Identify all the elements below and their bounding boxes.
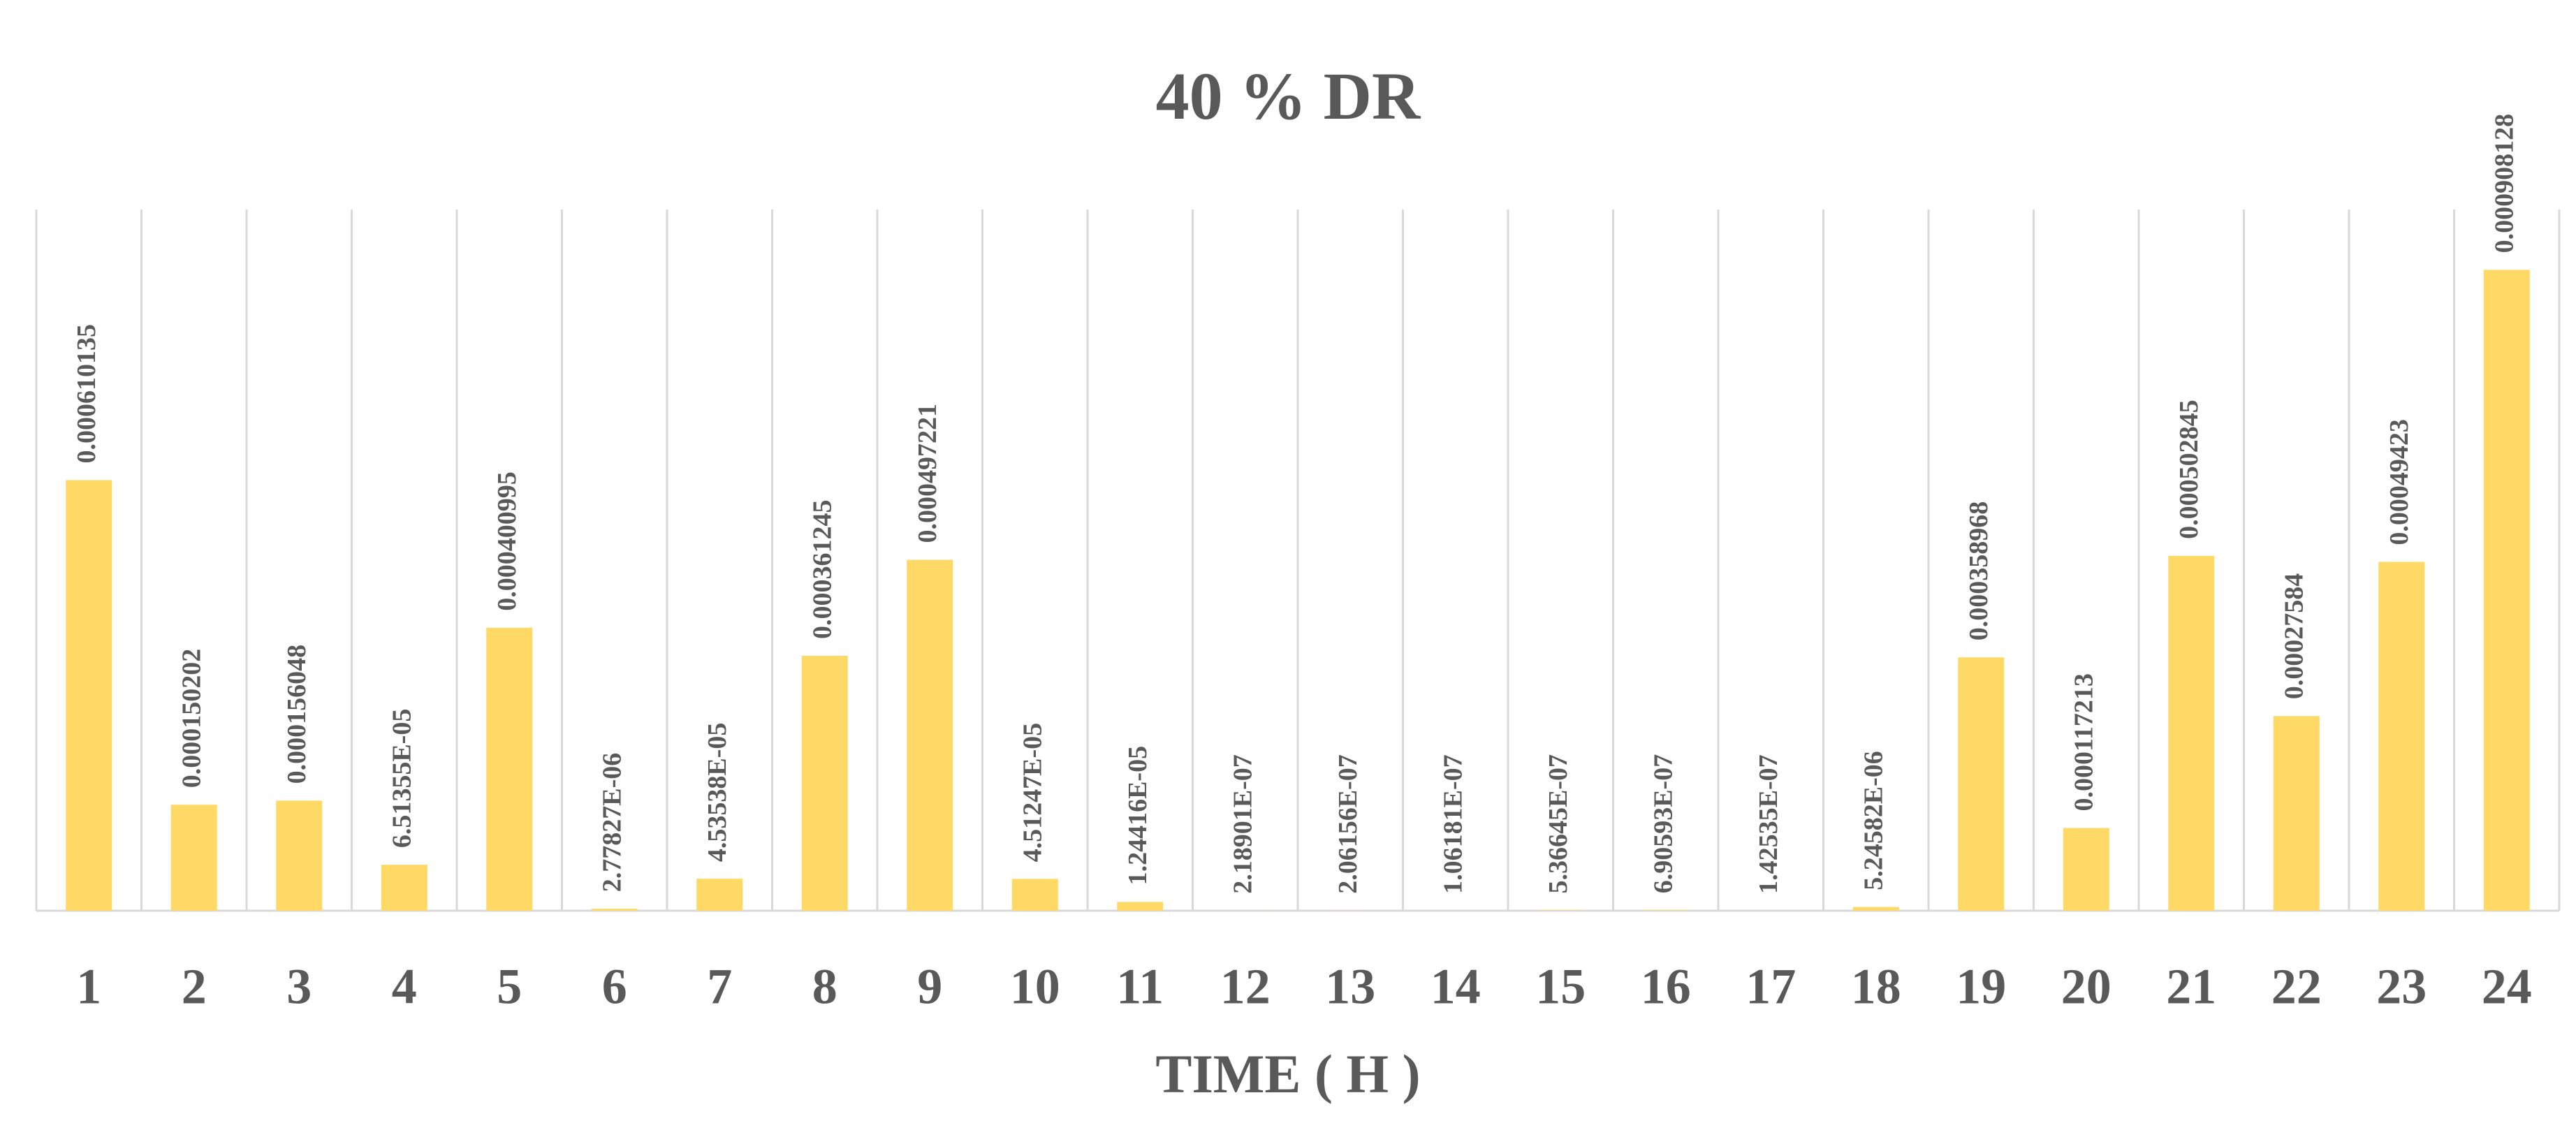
data-label: 0.000400995 (492, 471, 522, 611)
data-label: 0.000156048 (282, 645, 312, 784)
data-label: 6.90593E-07 (1648, 754, 1678, 894)
x-tick-label: 6 (602, 959, 627, 1015)
data-label: 2.77827E-06 (597, 753, 627, 893)
bar (696, 879, 743, 911)
x-tick-label: 8 (812, 959, 837, 1015)
x-tick-label: 3 (286, 959, 312, 1015)
bar (486, 627, 533, 911)
data-label: 5.24582E-06 (1859, 751, 1888, 890)
bar (2168, 555, 2215, 911)
bar (801, 655, 848, 911)
x-tick-label: 17 (1746, 959, 1796, 1015)
data-label: 0.00049423 (2385, 419, 2414, 545)
bar (1011, 879, 1058, 911)
bar (381, 865, 427, 911)
x-tick-label: 22 (2271, 959, 2322, 1015)
x-axis-title: TIME ( H ) (1155, 1043, 1420, 1104)
data-label: 1.42535E-07 (1754, 754, 1783, 894)
bar (2273, 716, 2320, 911)
data-label: 6.51355E-05 (387, 709, 416, 849)
x-tick-label: 16 (1641, 959, 1691, 1015)
bar (1537, 910, 1584, 911)
bar (591, 909, 638, 911)
data-label: 0.000610135 (72, 324, 101, 464)
bar (1852, 907, 1899, 911)
x-tick-label: 10 (1010, 959, 1060, 1015)
chart-title: 40 % DR (1156, 59, 1421, 133)
data-label: 2.06156E-07 (1333, 754, 1363, 894)
bar (66, 480, 112, 911)
x-tick-label: 14 (1430, 959, 1481, 1015)
bar (2063, 828, 2109, 911)
bar (1958, 657, 2005, 911)
x-tick-label: 21 (2166, 959, 2216, 1015)
data-label: 2.18901E-07 (1228, 754, 1257, 894)
x-tick-label: 11 (1116, 959, 1164, 1015)
bar (2378, 562, 2425, 911)
x-tick-label: 15 (1535, 959, 1586, 1015)
x-tick-label: 18 (1851, 959, 1901, 1015)
x-tick-label: 7 (707, 959, 732, 1015)
x-tick-label: 12 (1220, 959, 1271, 1015)
data-label: 0.000150202 (177, 649, 206, 788)
x-tick-label: 4 (392, 959, 417, 1015)
bar (170, 805, 217, 911)
data-label: 0.000502845 (2174, 399, 2204, 539)
bar (2483, 270, 2530, 911)
data-label: 4.51247E-05 (1018, 723, 1047, 863)
bar (1117, 902, 1164, 911)
data-label: 5.36645E-07 (1544, 754, 1573, 894)
x-tick-label: 24 (2482, 959, 2532, 1015)
bar (907, 559, 953, 911)
data-label: 0.000358968 (1964, 501, 1993, 641)
x-tick-label: 23 (2376, 959, 2427, 1015)
x-tick-label: 9 (917, 959, 942, 1015)
data-label: 4.53538E-05 (703, 723, 732, 863)
data-label: 0.000117213 (2069, 673, 2098, 811)
data-label: 1.24416E-05 (1123, 746, 1152, 886)
data-label: 1.06181E-07 (1438, 754, 1468, 894)
bar (1642, 910, 1689, 911)
data-label: 0.000497221 (913, 404, 942, 543)
data-label: 0.00027584 (2279, 573, 2308, 700)
x-tick-label: 19 (1956, 959, 2006, 1015)
x-tick-label: 13 (1325, 959, 1375, 1015)
x-tick-label: 20 (2061, 959, 2112, 1015)
data-label: 0.000361245 (807, 499, 837, 639)
x-tick-label: 5 (497, 959, 522, 1015)
x-tick-label: 2 (182, 959, 207, 1015)
data-label: 0.000908128 (2489, 114, 2519, 254)
x-tick-label: 1 (76, 959, 101, 1015)
bar (276, 800, 323, 911)
